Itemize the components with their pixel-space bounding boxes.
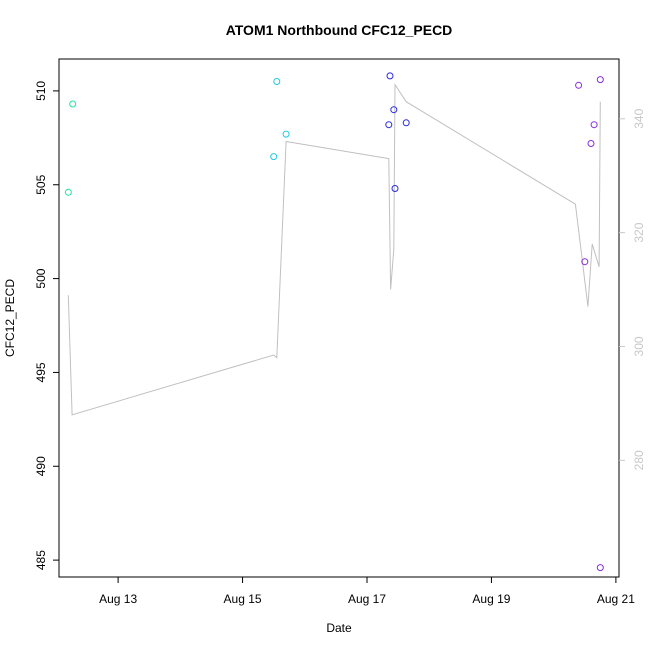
plot-frame [58, 58, 620, 578]
y2-tick-label: 300 [632, 336, 646, 356]
data-point-2-3 [391, 185, 399, 192]
data-point-3-1 [581, 258, 589, 266]
y-tick-label: 490 [34, 456, 48, 476]
data-point-0-1 [69, 100, 77, 108]
y-tick-label: 485 [34, 550, 48, 570]
data-point-2-4 [402, 119, 410, 127]
data-point-3-0 [575, 81, 583, 89]
y-tick-label: 500 [34, 268, 48, 288]
data-point-3-5 [596, 564, 604, 572]
secondary-series-line [67, 82, 601, 416]
y-tick-label: 495 [34, 362, 48, 382]
data-point-2-2 [390, 106, 398, 114]
secondary-y-axis: 280 300 320 340 [619, 108, 646, 470]
chart-title: ATOM1 Northbound CFC12_PECD [226, 22, 453, 38]
y-axis: 485 490 495 500 505 510 [34, 81, 59, 570]
data-point-3-3 [590, 121, 598, 129]
y2-tick-label: 340 [632, 108, 646, 128]
data-point-2-0 [385, 121, 393, 129]
y-tick-label: 505 [34, 174, 48, 194]
y2-tick-label: 280 [632, 450, 646, 470]
data-point-1-2 [282, 130, 290, 138]
points-layer [64, 72, 604, 572]
x-tick-label: Aug 21 [597, 592, 635, 606]
x-tick-label: Aug 17 [348, 592, 386, 606]
data-point-3-2 [587, 140, 595, 147]
x-tick-label: Aug 15 [224, 592, 262, 606]
x-axis: Aug 13 Aug 15 Aug 17 Aug 19 Aug 21 [99, 577, 635, 606]
x-tick-label: Aug 19 [472, 592, 510, 606]
secondary-line-layer [67, 82, 601, 416]
data-point-0-0 [64, 188, 72, 196]
y-tick-label: 510 [34, 81, 48, 101]
y2-tick-label: 320 [632, 222, 646, 242]
x-axis-label: Date [326, 621, 352, 635]
data-point-3-4 [596, 76, 604, 84]
data-point-2-1 [386, 72, 394, 80]
x-tick-label: Aug 13 [99, 592, 137, 606]
data-point-1-1 [273, 78, 281, 85]
y-axis-label: CFC12_PECD [3, 279, 17, 357]
data-point-1-0 [270, 153, 278, 161]
